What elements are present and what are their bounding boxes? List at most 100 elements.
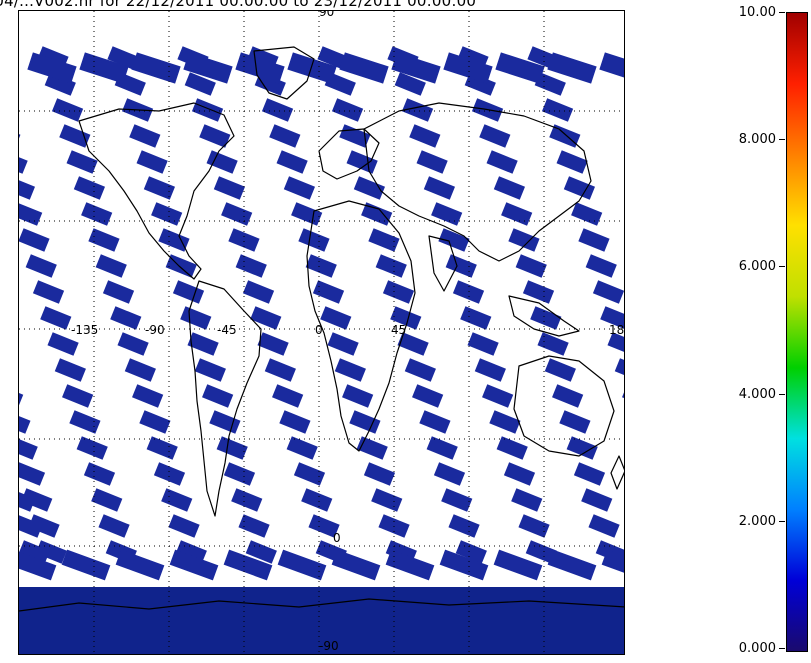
swath-segment [54,358,86,382]
swath-segment [552,384,584,408]
swath-segment [382,280,415,304]
colorbar-label: 4.000 [738,386,776,402]
swath-segment [448,514,480,538]
swath-segment [489,410,521,434]
swath-segment [276,150,308,174]
swath-segment [98,514,130,538]
coastline [306,200,416,452]
swath-segment [331,549,381,581]
lon-label-180: 180 [609,323,625,337]
swath-segment [175,540,207,564]
swath-segment [438,228,470,252]
swath-segment [353,176,386,200]
swath-segment [19,228,50,252]
swath-segment [107,46,139,70]
swath-segment [401,98,434,122]
swath-segment [264,358,296,382]
swath-segment [363,462,396,486]
swath-segment [62,384,94,408]
swath-segment [397,332,429,356]
swath-segment [301,488,333,512]
swath-segment [124,358,156,382]
swath-segment [339,52,389,84]
swath-segment [346,150,378,174]
swath-segment [588,514,620,538]
lat-label-south: -90 [319,639,339,653]
swath-segment [272,384,304,408]
swath-segment [221,202,253,226]
swath-segment [257,332,289,356]
swath-segment [19,202,43,226]
swath-segment [19,549,57,581]
lat-label-mid-south: 0 [333,531,341,545]
swath-segment [213,176,246,200]
swath-segment [433,462,466,486]
swath-segment [91,488,123,512]
swath-segment [235,254,267,278]
swath-segment [547,549,597,581]
lon-label-m45: -45 [217,323,237,337]
colorbar-label: 10.00 [738,5,776,20]
swath-segment [202,384,234,408]
swath-segment [571,202,603,226]
swath-segment [375,254,407,278]
colorbar-tick [779,648,785,649]
swath-segment [419,410,451,434]
swath-segment [600,306,624,330]
swath-segment [216,436,248,460]
swath-segment [614,358,624,382]
swath-segment [81,202,113,226]
swath-segment [501,202,533,226]
swath-segment [19,436,38,460]
swath-segment [51,98,84,122]
swath-segment [356,436,388,460]
swath-segment [47,332,79,356]
swath-segment [298,228,330,252]
swath-segment [117,332,149,356]
swath-segment [28,514,60,538]
swath-segment [308,514,340,538]
swath-segment [563,176,596,200]
swath-segment [73,176,106,200]
swath-segment [385,549,435,581]
swath-segment [573,462,606,486]
swath-segment [508,228,540,252]
swath-segment [168,514,200,538]
swath-segment [493,176,526,200]
swath-segment [291,202,323,226]
swath-segment [194,358,226,382]
coastline [188,280,262,517]
swath-segment [581,488,613,512]
swath-segment [153,462,186,486]
swath-segment [129,124,161,148]
swath-segment [443,52,493,84]
swath-segment [102,280,135,304]
swath-segment [242,280,275,304]
swath-segment [172,280,205,304]
lat-label-north: 90 [319,10,335,19]
swath-segment [394,72,426,96]
colorbar-tick [779,393,785,395]
swath-segment [27,52,77,84]
swath-segment [261,98,294,122]
swath-segment [293,462,326,486]
swath-segment [515,254,547,278]
swath-segment [250,306,282,330]
swath-segment [349,410,381,434]
swath-segment [547,52,597,84]
swath-segment [131,52,181,84]
swath-segment [495,52,545,84]
coastline [363,102,592,262]
swath-segment [169,549,219,581]
swath-segment [493,549,543,581]
swath-segment [409,124,441,148]
lon-label-m135: -135 [71,323,99,337]
swath-segment [549,124,581,148]
swath-segment [286,436,318,460]
colorbar-tick [779,520,785,522]
swath-segment [79,52,129,84]
swath-segment [25,254,57,278]
lon-label-45: 45 [391,323,407,337]
swath-segment [44,72,76,96]
swath-segment [496,436,528,460]
